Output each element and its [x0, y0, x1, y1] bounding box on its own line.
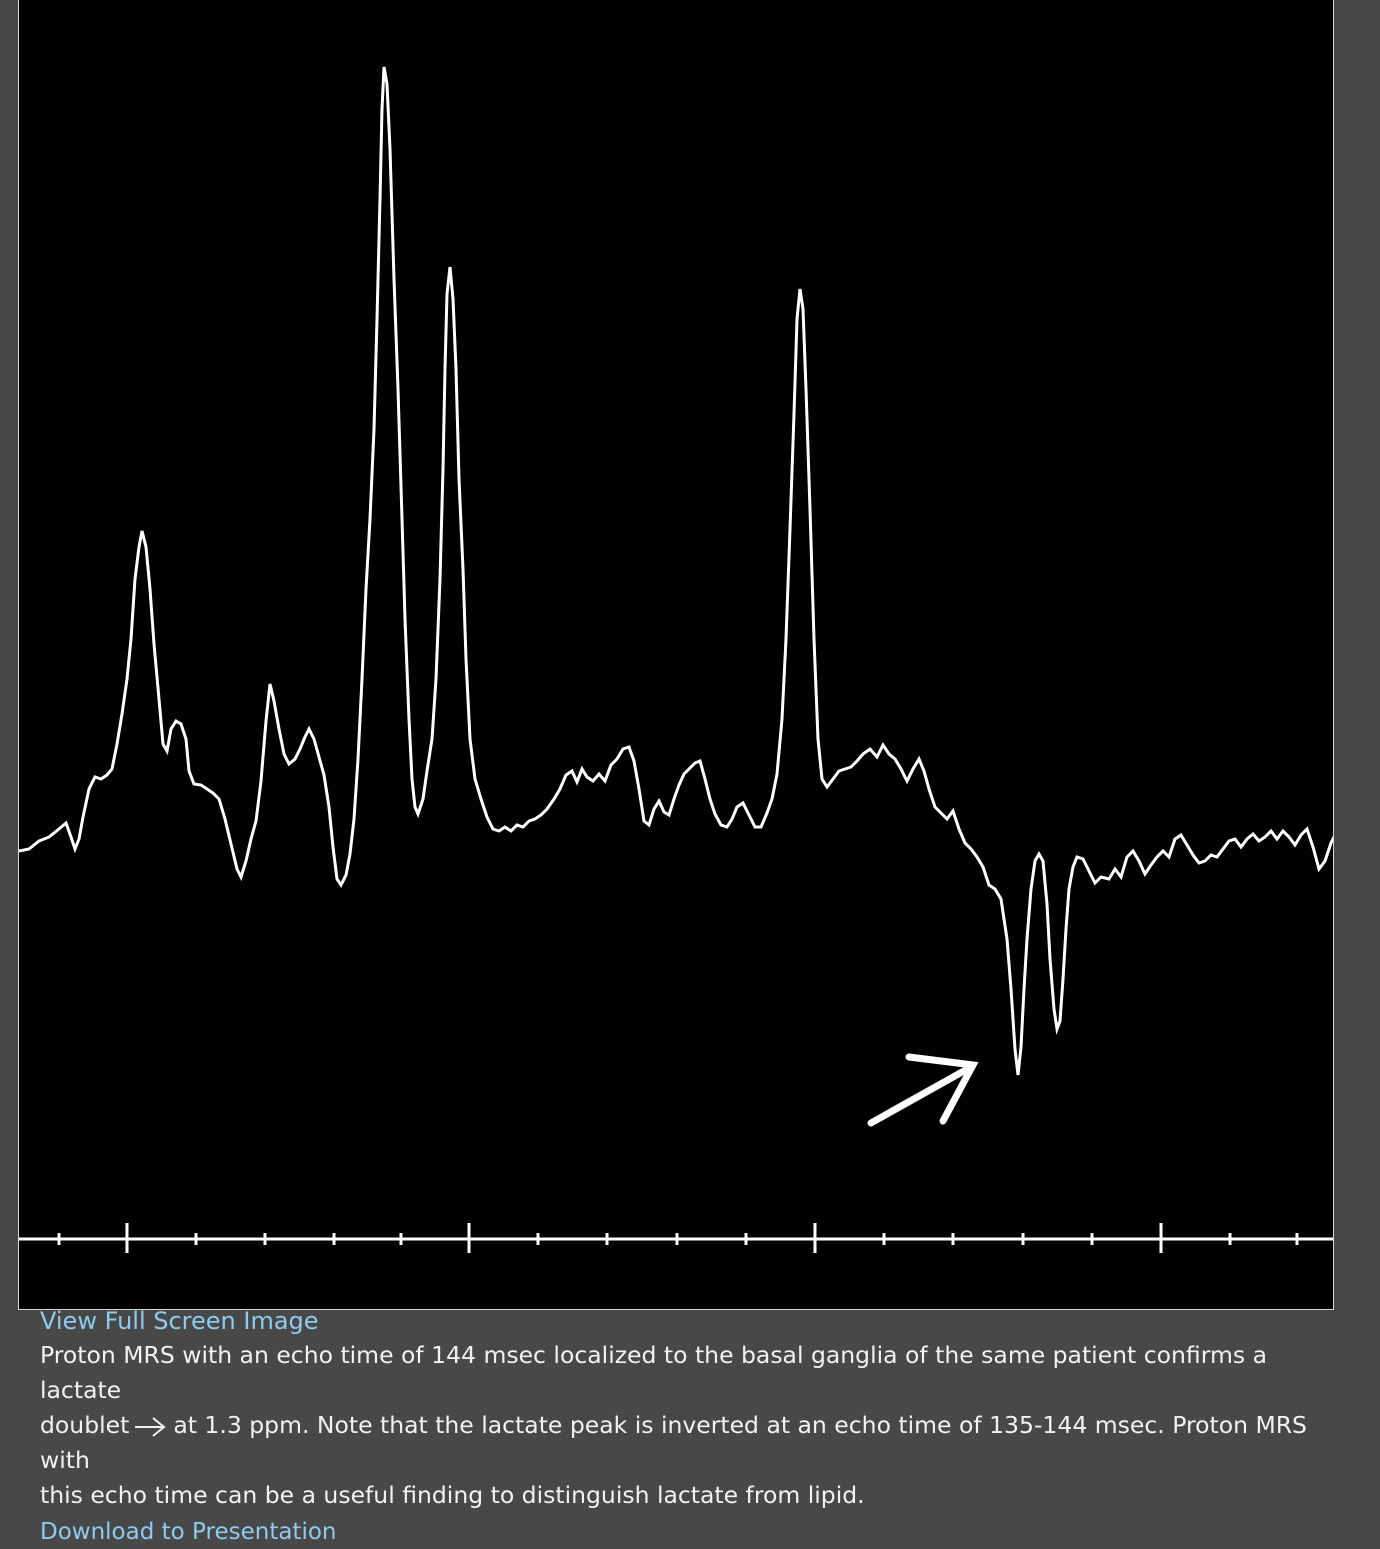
download-to-presentation-link[interactable]: Download to Presentation — [40, 1519, 337, 1545]
figure-caption: Proton MRS with an echo time of 144 msec… — [40, 1338, 1340, 1513]
caption-line-3: this echo time can be a useful finding t… — [40, 1481, 865, 1509]
right-arrow-icon — [135, 1416, 166, 1437]
caption-line-1: Proton MRS with an echo time of 144 msec… — [40, 1341, 1267, 1404]
spectrum-figure[interactable] — [18, 0, 1334, 1310]
ppm-axis — [19, 1223, 1333, 1253]
arrow-icon — [867, 1053, 979, 1127]
caption-line-2-end: at 1.3 ppm. Note that the lactate peak i… — [40, 1411, 1307, 1474]
caption-line-2-start: doublet — [40, 1411, 130, 1439]
spectrum-plot — [19, 66, 1333, 1253]
caption-area: View Full Screen Image Proton MRS with a… — [40, 1307, 1340, 1549]
spectrum-trace — [19, 66, 1333, 1076]
view-full-screen-link[interactable]: View Full Screen Image — [40, 1307, 319, 1335]
